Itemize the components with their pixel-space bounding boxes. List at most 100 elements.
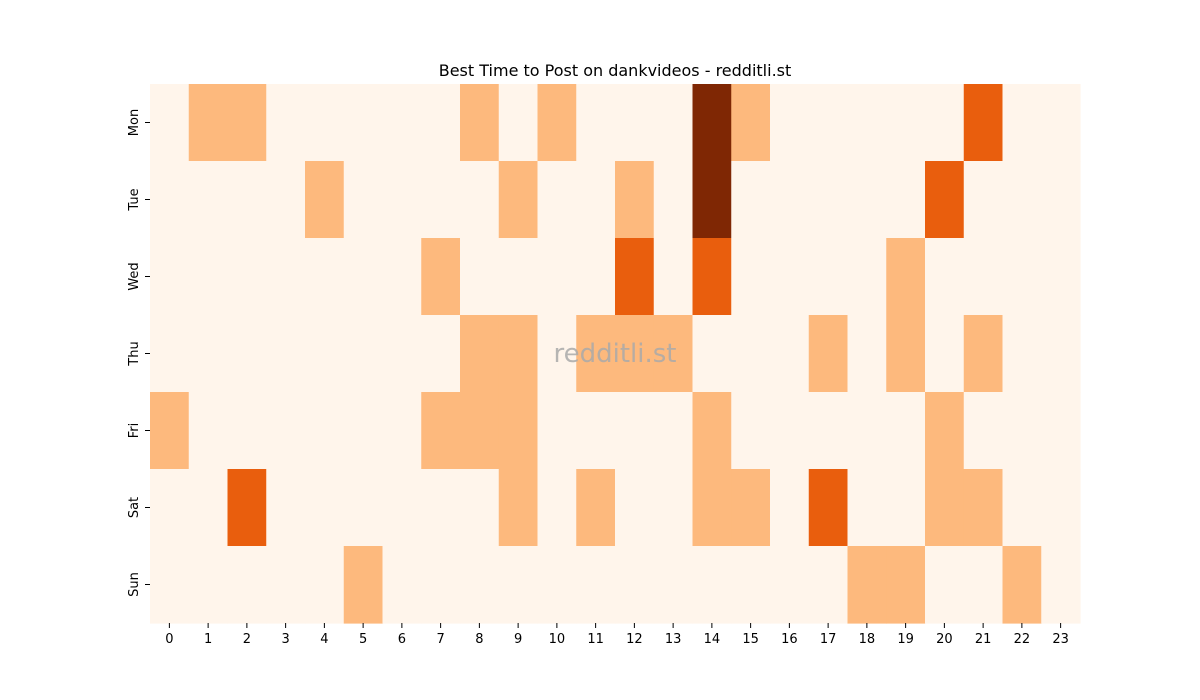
x-tick-label-6: 6	[398, 632, 406, 647]
heatmap-cell-Thu-21	[963, 315, 1004, 393]
x-tick-label-15: 15	[742, 632, 759, 647]
y-tick-label-Sat: Sat	[127, 497, 142, 518]
heatmap-cell-Tue-17	[808, 161, 849, 239]
heatmap-cell-Sun-21	[963, 546, 1004, 624]
heatmap-cell-Sun-7	[421, 546, 461, 624]
heatmap-cell-Mon-8	[460, 84, 500, 162]
heatmap-cell-Sat-2	[227, 469, 267, 547]
heatmap-cell-Wed-6	[382, 238, 422, 316]
x-tick-label-8: 8	[475, 632, 483, 647]
x-tick-label-5: 5	[359, 632, 367, 647]
heatmap-cell-Thu-18	[847, 315, 887, 393]
heatmap-cell-Fri-2	[227, 392, 267, 470]
heatmap-cell-Sat-8	[460, 469, 500, 547]
heatmap-cell-Thu-17	[808, 315, 849, 393]
heatmap-cell-Mon-5	[343, 84, 384, 162]
heatmap-cell-Sat-17	[808, 469, 849, 547]
heatmap-cell-Mon-22	[1002, 84, 1042, 162]
heatmap-cell-Mon-3	[266, 84, 306, 162]
heatmap-cell-Thu-9	[498, 315, 539, 393]
heatmap-cell-Thu-5	[343, 315, 384, 393]
heatmap-cell-Mon-6	[382, 84, 422, 162]
heatmap-cell-Thu-12	[615, 315, 655, 393]
heatmap-cell-Fri-12	[615, 392, 655, 470]
heatmap-cell-Thu-16	[770, 315, 810, 393]
heatmap-cell-Tue-19	[886, 161, 926, 239]
x-tick-label-21: 21	[975, 632, 992, 647]
heatmap-cell-Sun-4	[305, 546, 345, 624]
heatmap-cell-Fri-3	[266, 392, 306, 470]
heatmap-cell-Tue-23	[1041, 161, 1081, 239]
heatmap-cell-Tue-1	[188, 161, 229, 239]
y-axis: Mon Tue Wed Thu Fri Sat Sun	[127, 109, 150, 597]
heatmap-cell-Wed-17	[808, 238, 849, 316]
heatmap-cell-Thu-8	[460, 315, 500, 393]
heatmap-cell-Mon-2	[227, 84, 267, 162]
heatmap-cell-Tue-22	[1002, 161, 1042, 239]
heatmap-cell-Tue-11	[576, 161, 616, 239]
heatmap-cell-Thu-2	[227, 315, 267, 393]
heatmap-cell-Sat-12	[615, 469, 655, 547]
x-tick-label-16: 16	[781, 632, 798, 647]
heatmap-cell-Sat-10	[537, 469, 577, 547]
heatmap-cell-Sun-14	[692, 546, 732, 624]
heatmap-cell-Tue-16	[770, 161, 810, 239]
heatmap-cell-Thu-7	[421, 315, 461, 393]
heatmap-cell-Fri-5	[343, 392, 384, 470]
heatmap-cell-Sun-5	[343, 546, 384, 624]
heatmap-cell-Mon-20	[925, 84, 965, 162]
x-tick-label-17: 17	[820, 632, 837, 647]
heatmap-cell-Fri-7	[421, 392, 461, 470]
heatmap-cell-Sun-22	[1002, 546, 1042, 624]
heatmap-cell-Thu-13	[653, 315, 694, 393]
heatmap-cell-Mon-15	[731, 84, 771, 162]
heatmap-cell-Mon-14	[692, 84, 732, 162]
heatmap-cell-Fri-13	[653, 392, 694, 470]
heatmap-cell-Thu-3	[266, 315, 306, 393]
heatmap-cell-Sun-20	[925, 546, 965, 624]
heatmap-cell-Wed-11	[576, 238, 616, 316]
y-tick-label-Fri: Fri	[127, 423, 142, 439]
heatmap-cell-Sat-13	[653, 469, 694, 547]
heatmap-cell-Mon-4	[305, 84, 345, 162]
heatmap-cell-Fri-10	[537, 392, 577, 470]
heatmap-cell-Sun-23	[1041, 546, 1081, 624]
y-tick-label-Mon: Mon	[127, 109, 142, 136]
heatmap-cell-Fri-1	[188, 392, 229, 470]
heatmap-cell-Sat-9	[498, 469, 539, 547]
heatmap-cell-Sat-18	[847, 469, 887, 547]
x-tick-label-13: 13	[665, 632, 682, 647]
heatmap-cell-Sun-15	[731, 546, 771, 624]
heatmap-cell-Tue-4	[305, 161, 345, 239]
heatmap-cell-Sun-18	[847, 546, 887, 624]
x-tick-label-3: 3	[281, 632, 289, 647]
heatmap-cell-Wed-15	[731, 238, 771, 316]
heatmap-cell-Fri-15	[731, 392, 771, 470]
heatmap-cell-Fri-6	[382, 392, 422, 470]
heatmap-cell-Sun-10	[537, 546, 577, 624]
heatmap-cell-Sat-4	[305, 469, 345, 547]
heatmap-cell-Fri-14	[692, 392, 732, 470]
heatmap-cell-Mon-18	[847, 84, 887, 162]
x-tick-label-12: 12	[626, 632, 643, 647]
heatmap-cell-Thu-19	[886, 315, 926, 393]
heatmap-cell-Thu-6	[382, 315, 422, 393]
heatmap-cell-Thu-1	[188, 315, 229, 393]
heatmap-cell-Fri-9	[498, 392, 539, 470]
heatmap-cell-Thu-14	[692, 315, 732, 393]
heatmap-cell-Sun-13	[653, 546, 694, 624]
heatmap-cell-Sun-3	[266, 546, 306, 624]
x-axis: 0 1 2 3 4 5 6 7 8 9 10 11 12 13 14 15 16 17 18 19 20 21 22 23	[165, 623, 1069, 647]
heatmap-cell-Tue-3	[266, 161, 306, 239]
heatmap-cell-Wed-22	[1002, 238, 1042, 316]
heatmap-cell-Tue-14	[692, 161, 732, 239]
heatmap-cell-Mon-0	[150, 84, 190, 162]
heatmap-cell-Sat-11	[576, 469, 616, 547]
heatmap-cell-Tue-21	[963, 161, 1004, 239]
heatmap-cell-Fri-8	[460, 392, 500, 470]
y-tick-label-Thu: Thu	[127, 341, 142, 366]
heatmap-cell-Tue-10	[537, 161, 577, 239]
heatmap-cell-Sun-0	[150, 546, 190, 624]
heatmap-cell-Sat-1	[188, 469, 229, 547]
